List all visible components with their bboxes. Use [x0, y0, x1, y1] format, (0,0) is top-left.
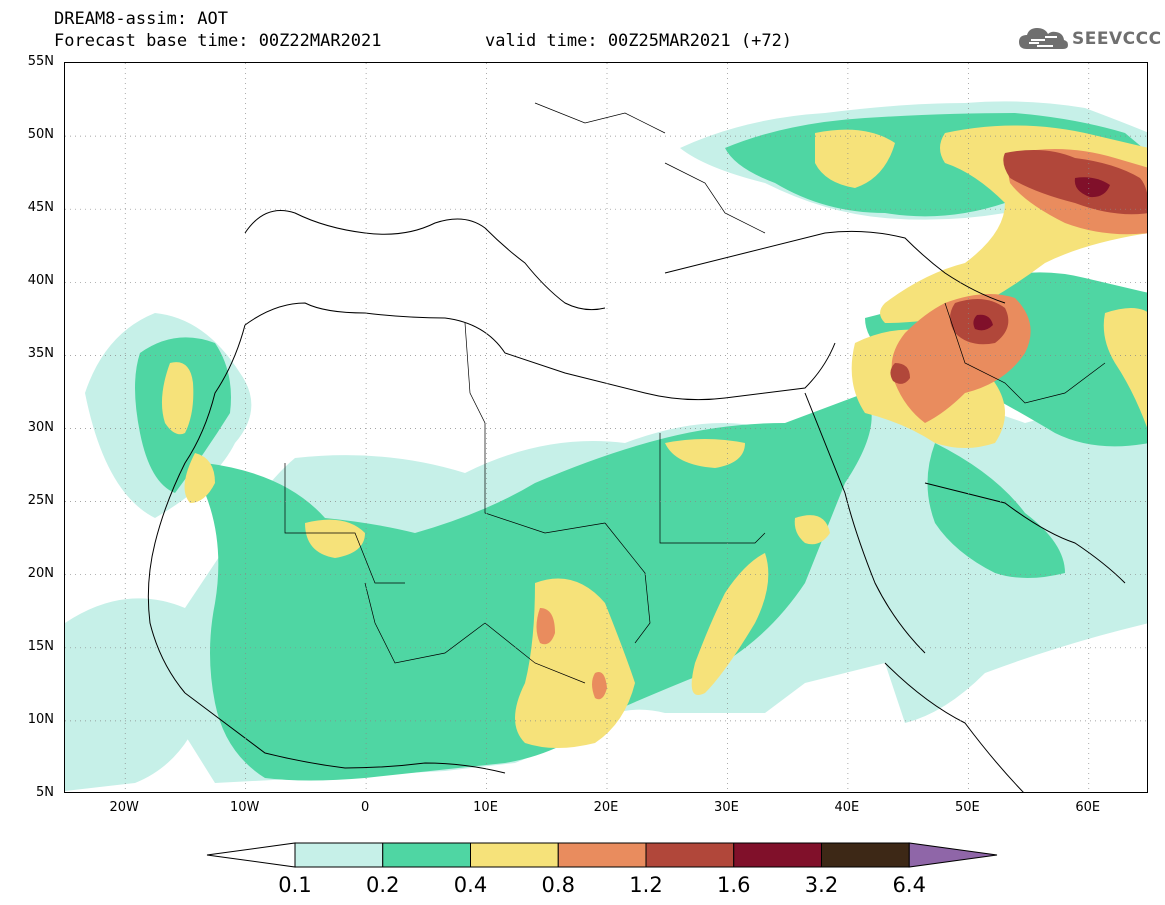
lat-tick-label: 45N [27, 200, 54, 216]
lat-tick-label: 20N [27, 565, 54, 581]
seevccc-logo: SEEVCCC [1017, 24, 1162, 54]
lon-tick-label: 10W [229, 800, 260, 815]
logo-text: SEEVCCC [1072, 29, 1162, 49]
colorbar-max-arrow [908, 842, 998, 868]
lon-tick-label: 40E [834, 800, 860, 815]
grid [65, 63, 1147, 792]
lon-tick-label: 30E [714, 800, 739, 815]
colorbar-min-arrow [206, 842, 296, 868]
colorbar-label: 1.6 [717, 873, 751, 897]
coastlines [147, 210, 1126, 792]
country-borders [284, 102, 1106, 684]
lon-tick-label: 20W [109, 800, 139, 815]
lat-tick-label: 10N [27, 711, 54, 727]
lon-tick-label: 50E [954, 800, 980, 815]
lat-tick-label: 25N [27, 492, 54, 508]
colorbar-swatch [470, 842, 559, 868]
lat-tick-label: 30N [27, 419, 54, 435]
colorbar-label: 0.8 [541, 873, 575, 897]
lat-tick-label: 40N [27, 273, 54, 289]
colorbar-label: 0.2 [366, 873, 400, 897]
lon-tick-label: 60E [1075, 800, 1101, 815]
colorbar-swatch [294, 842, 384, 868]
aot-band-1.6-3.2 [973, 177, 1110, 331]
lat-tick-label: 35N [27, 346, 54, 362]
forecast-base-time: Forecast base time: 00Z22MAR2021 [54, 31, 382, 51]
colorbar-label: 1.2 [629, 873, 663, 897]
colorbar-swatch [382, 842, 471, 868]
lat-tick-label: 50N [27, 127, 54, 143]
valid-time: valid time: 00Z25MAR2021 (+72) [485, 31, 793, 51]
lat-tick-label: 5N [36, 785, 54, 800]
colorbar-label: 6.4 [892, 873, 926, 897]
cloud-icon [1019, 28, 1068, 49]
lat-tick-label: 15N [27, 638, 54, 654]
lat-tick-label: 55N [27, 54, 54, 69]
colorbar-label: 0.1 [278, 873, 312, 897]
map-title: DREAM8-assim: AOT [54, 9, 228, 29]
colorbar-swatch [733, 842, 822, 868]
lon-tick-label: 0 [360, 800, 370, 815]
colorbar-swatch [645, 842, 735, 868]
lon-tick-label: 20E [593, 800, 619, 815]
lon-tick-label: 10E [473, 800, 498, 815]
colorbar-label: 0.4 [453, 873, 488, 897]
aot-map [65, 63, 1147, 792]
colorbar-swatch [557, 842, 647, 868]
colorbar-swatch [821, 842, 910, 868]
map-panel [64, 62, 1148, 793]
colorbar-label: 3.2 [804, 873, 839, 897]
